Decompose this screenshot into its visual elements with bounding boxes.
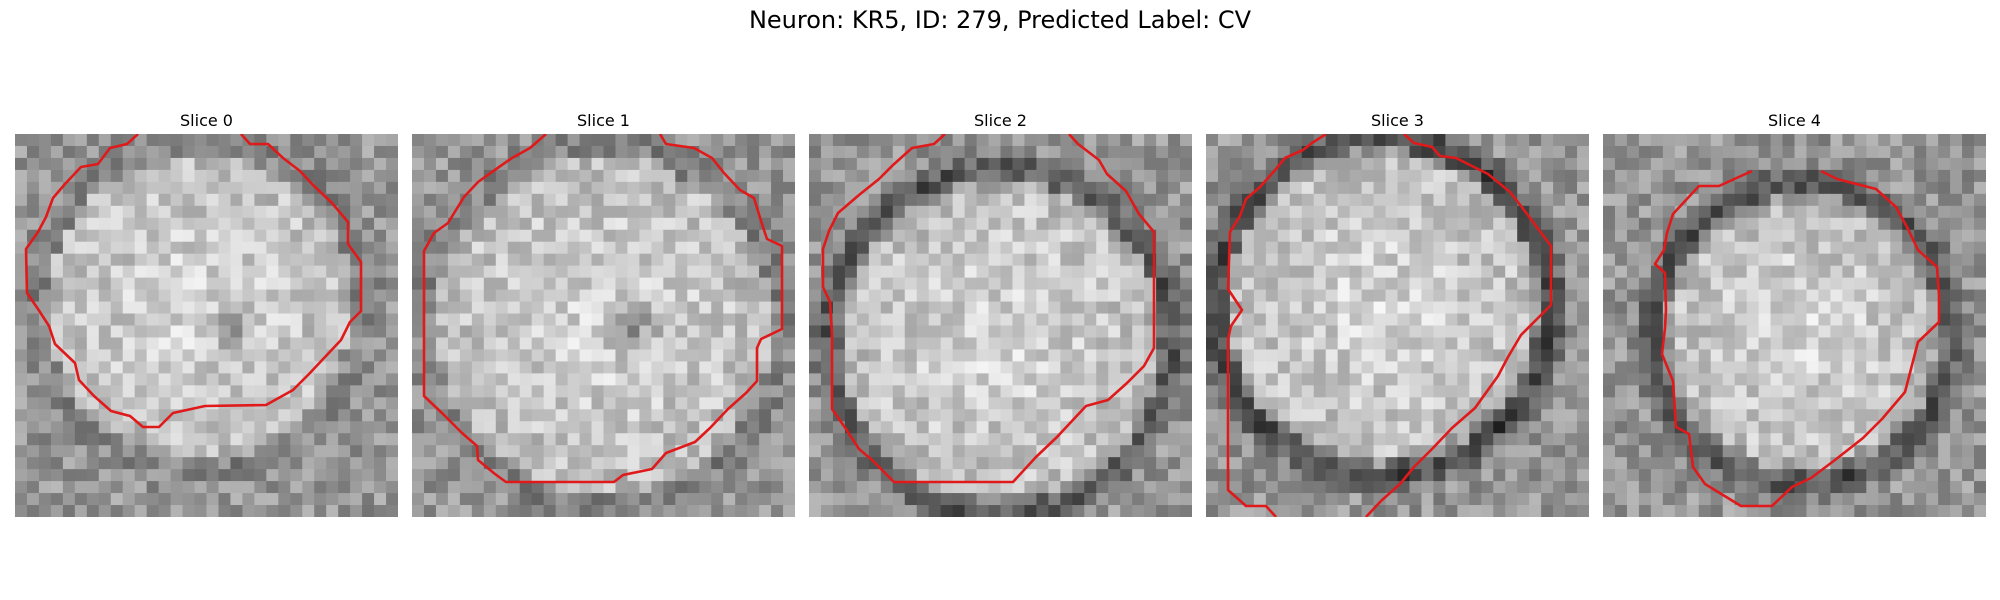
slice-panel-0: Slice 0 — [15, 108, 398, 517]
slice-image-4 — [1603, 134, 1986, 517]
cell-contour-0 — [24, 134, 363, 429]
figure-title: Neuron: KR5, ID: 279, Predicted Label: C… — [748, 6, 1252, 34]
slice-title-3: Slice 3 — [1371, 111, 1424, 130]
slice-image-0 — [15, 134, 398, 517]
slice-image-1 — [412, 134, 795, 517]
slice-title-1: Slice 1 — [577, 111, 630, 130]
slice-image-2 — [809, 134, 1192, 517]
cell-contour-2 — [821, 134, 1156, 484]
cell-contour-1 — [422, 134, 784, 484]
slice-panel-3: Slice 3 — [1206, 108, 1589, 517]
slice-title-2: Slice 2 — [974, 111, 1027, 130]
cell-contour-4 — [1653, 169, 1941, 508]
slice-image-3 — [1206, 134, 1589, 517]
cell-contour-3 — [1226, 134, 1553, 517]
slice-panel-4: Slice 4 — [1603, 108, 1986, 517]
slice-panel-1: Slice 1 — [412, 108, 795, 517]
slice-title-0: Slice 0 — [180, 111, 233, 130]
slice-title-4: Slice 4 — [1768, 111, 1821, 130]
slice-panel-2: Slice 2 — [809, 108, 1192, 517]
